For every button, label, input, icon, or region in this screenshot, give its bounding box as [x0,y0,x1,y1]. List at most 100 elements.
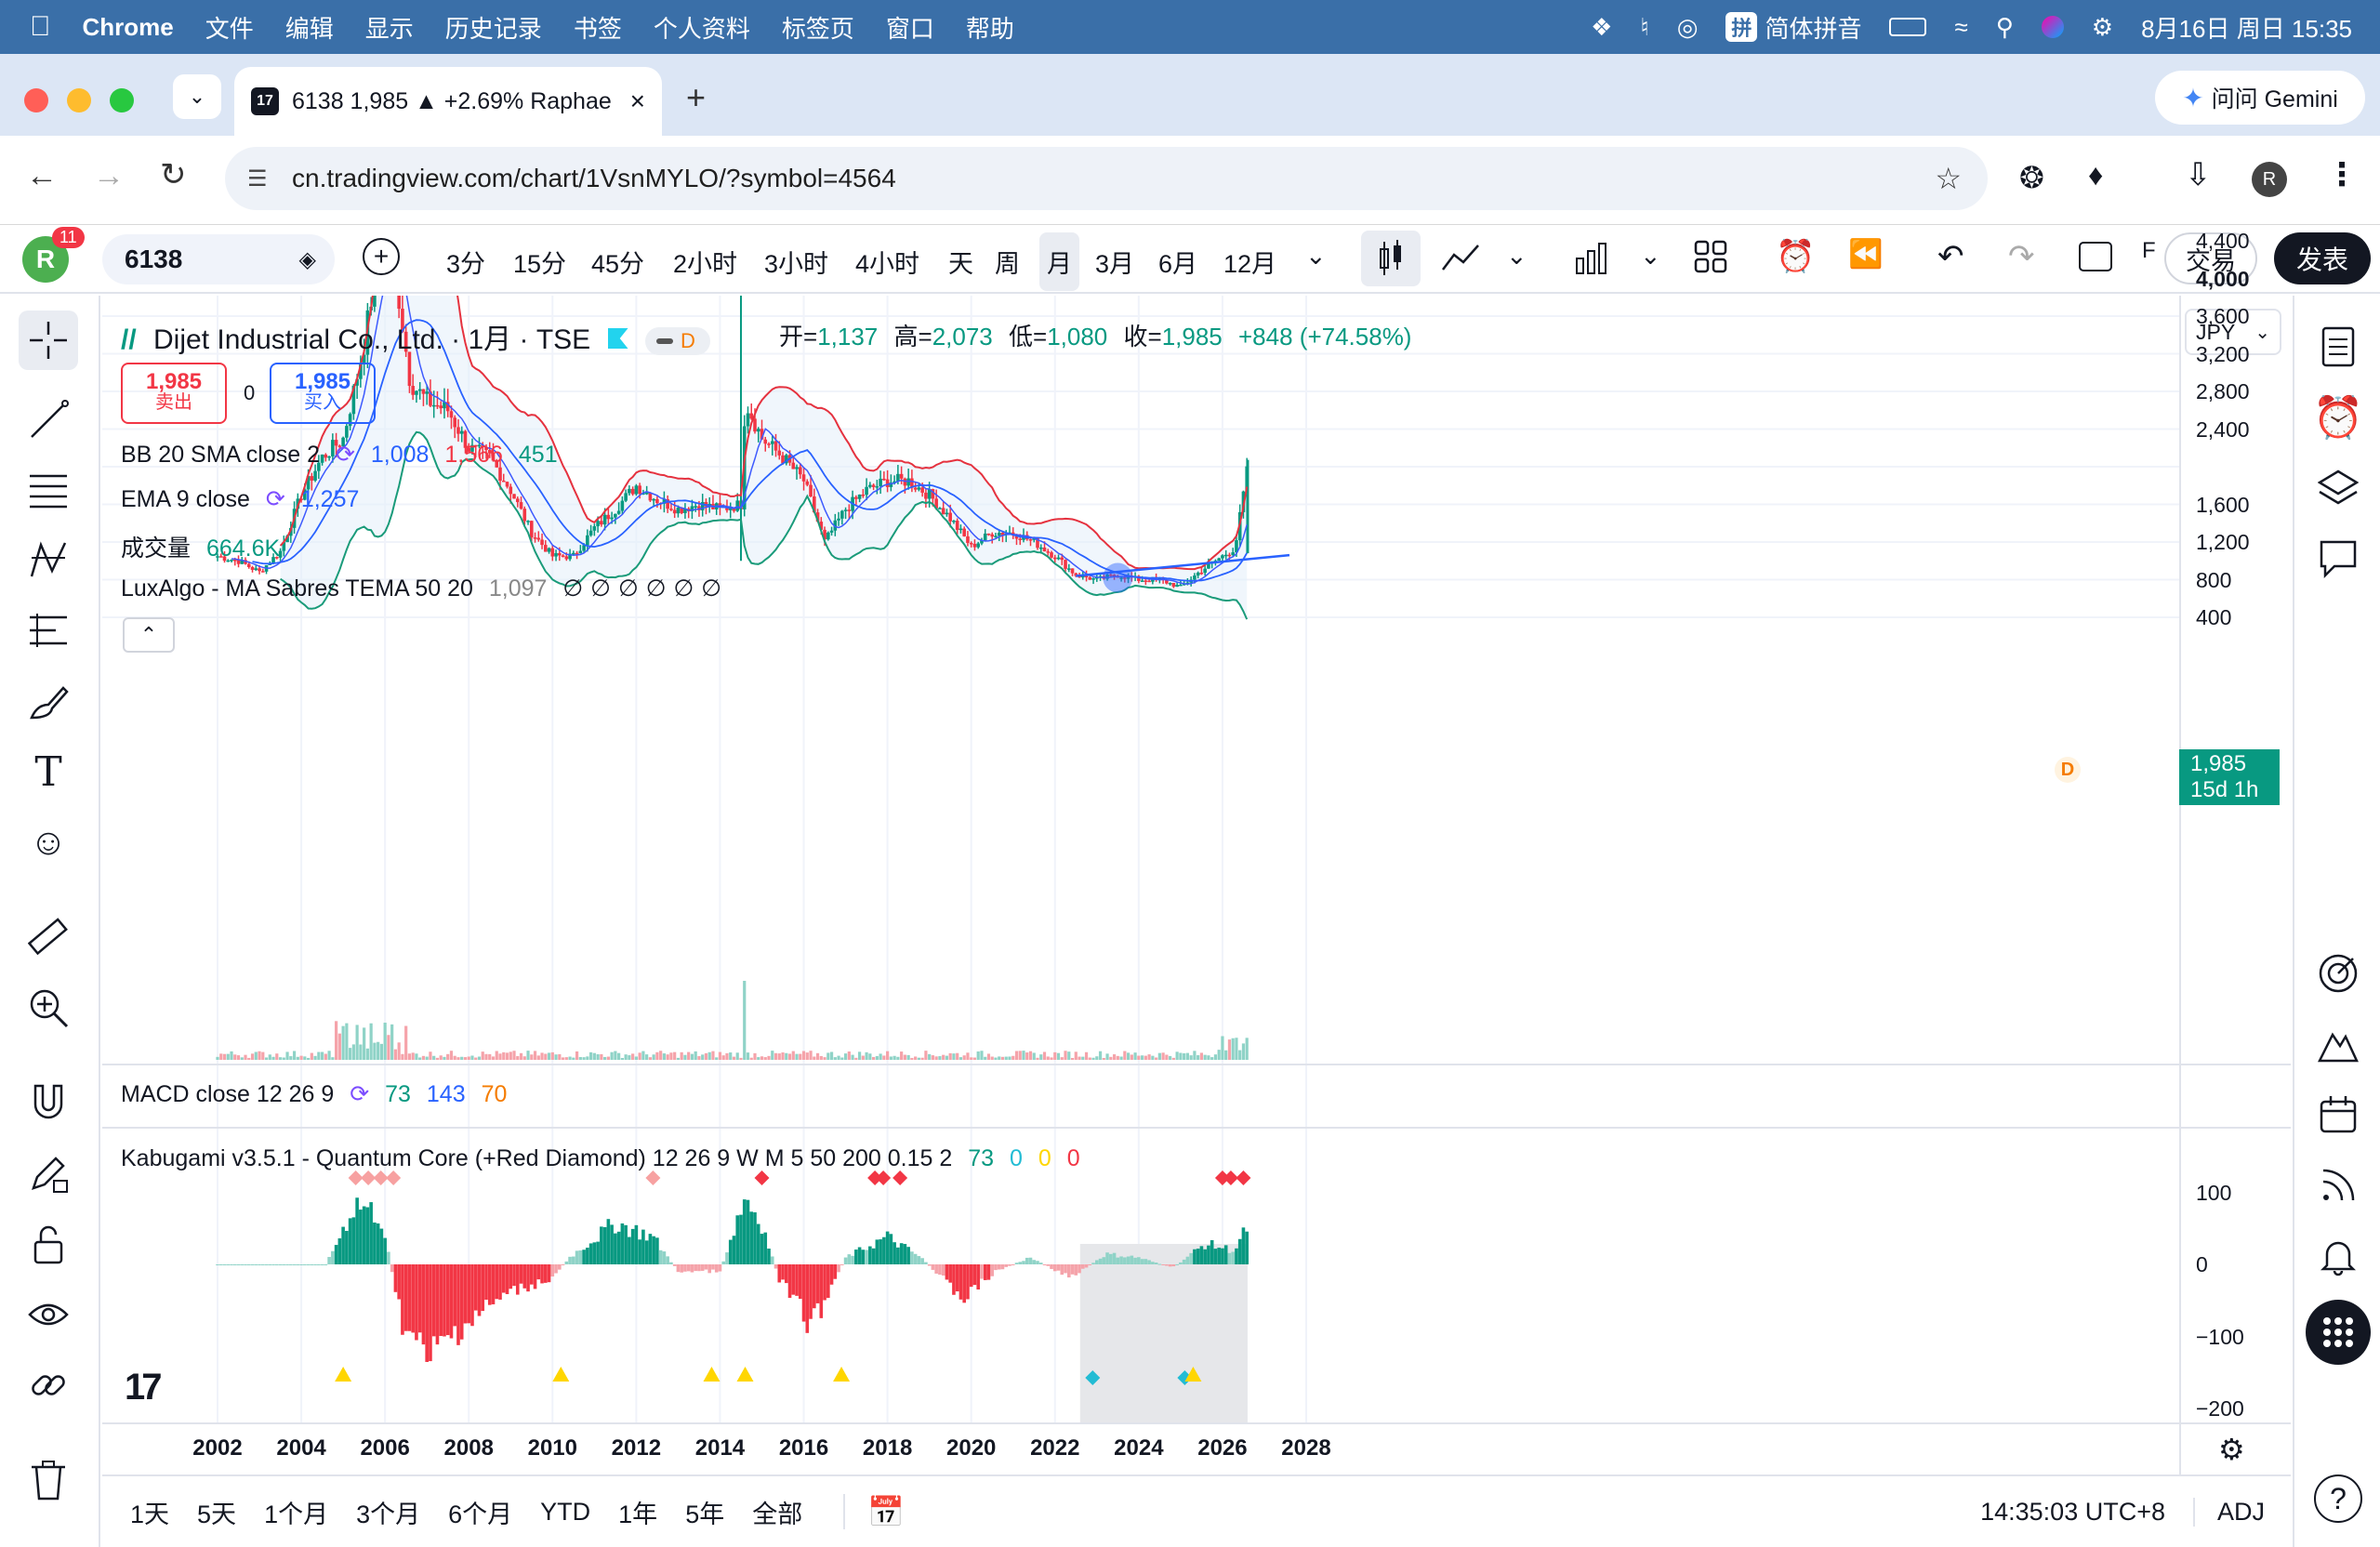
macd-legend[interactable]: MACD close 12 26 9 ⟳ 73 143 70 [121,1080,516,1108]
chart-settings-icon[interactable]: ⚙ [2218,1433,2245,1466]
truncated-label[interactable]: F [2142,238,2156,263]
layout-grid-icon[interactable] [1694,240,1727,273]
help-button[interactable]: ? [2314,1474,2362,1523]
fullscreen-icon[interactable] [2079,242,2112,271]
text-tool[interactable]: T [22,746,74,798]
extensions-icon[interactable]: ♦ [2088,158,2104,192]
bluetooth-icon[interactable]: ♮ [1640,12,1649,41]
range-3m[interactable]: 3个月 [356,1500,421,1528]
bookmark-star-icon[interactable]: ☆ [1935,162,1962,195]
zoom-tool[interactable] [22,982,74,1034]
object-tree-button[interactable] [2311,461,2365,515]
notification-badge[interactable]: 11 [52,227,85,248]
site-info-icon[interactable]: ☰ [247,165,268,192]
range-ytd[interactable]: YTD [540,1497,591,1526]
trade-button[interactable]: 交易 [2164,232,2257,284]
range-5d[interactable]: 5天 [197,1500,237,1528]
menu-help[interactable]: 帮助 [945,14,1014,43]
ideas-button[interactable] [2311,1017,2365,1071]
dropbox-icon[interactable]: ❖ [1591,12,1613,41]
forecast-tool[interactable] [22,604,74,656]
interval-day[interactable]: 天 [948,250,973,278]
tab-close-icon[interactable]: × [629,86,645,115]
omnibox[interactable]: ☰ cn.tradingview.com/chart/1VsnMYLO/?sym… [225,147,1988,210]
download-icon[interactable]: ⇩ [2185,157,2212,192]
redo-icon[interactable]: ↷ [2008,239,2035,274]
range-all[interactable]: 全部 [752,1500,803,1528]
range-1m[interactable]: 1个月 [264,1500,329,1528]
visibility-tool[interactable] [22,1289,74,1341]
interval-4h[interactable]: 4小时 [855,250,920,278]
tradingview-logo-icon[interactable]: 17 [125,1367,162,1408]
delete-tool[interactable] [22,1454,74,1506]
buy-button[interactable]: 1,985 买入 [270,363,376,424]
wifi-icon[interactable]: ≈ [1954,12,1968,41]
profile-avatar[interactable]: R [2252,162,2287,197]
lock-tool[interactable] [22,1218,74,1270]
window-zoom-button[interactable] [110,88,134,112]
spotlight-icon[interactable]: ⚲ [1995,12,2014,41]
eye-toggle[interactable]: D [644,327,710,356]
forward-button[interactable]: → [93,158,125,193]
symbol-search[interactable]: 6138 ◈ [102,234,335,284]
indicator-luxalgo[interactable]: LuxAlgo - MA Sabres TEMA 50 20 1,097 ∅ ∅ ∅… [121,575,731,602]
indicators-line-icon[interactable] [1441,242,1482,273]
indicator-volume[interactable]: 成交量 664.6K [121,530,289,563]
compare-add-button[interactable]: + [363,238,400,275]
ema-sync-icon[interactable]: ⟳ [265,486,285,512]
reload-button[interactable]: ↻ [160,157,187,192]
pattern-tool[interactable] [22,534,74,586]
siri-icon[interactable] [2041,16,2064,38]
publish-button[interactable]: 发表 [2274,232,2371,284]
interval-dropdown-chevron-icon[interactable]: ⌄ [1305,242,1327,270]
measure-tool[interactable] [22,911,74,963]
airdrop-icon[interactable]: ◎ [1676,12,1699,41]
fib-tool[interactable] [22,465,74,517]
indicators-chevron-icon[interactable]: ⌄ [1506,242,1527,270]
battery-icon[interactable] [1889,18,1927,36]
range-1d[interactable]: 1天 [130,1500,170,1528]
indicator-ema[interactable]: EMA 9 close ⟳ 1,257 [121,485,368,513]
menu-history[interactable]: 历史记录 [424,14,542,43]
diamond-icon[interactable]: ◈ [298,246,316,272]
apps-button[interactable] [2306,1300,2371,1365]
menu-view[interactable]: 显示 [344,14,414,43]
sell-button[interactable]: 1,985 卖出 [121,363,227,424]
range-5y[interactable]: 5年 [685,1500,725,1528]
price-chart[interactable] [102,296,2291,1474]
chrome-menu-icon[interactable]: ⋮ [2326,157,2358,192]
control-center-icon[interactable]: ⚙ [2091,12,2114,41]
symbol-legend[interactable]: // Dijet Industrial Co., Ltd. · 1月 · TSE… [121,316,720,357]
range-6m[interactable]: 6个月 [448,1500,513,1528]
calendar-button[interactable] [2311,1088,2365,1142]
menu-edit[interactable]: 编辑 [264,14,334,43]
interval-week[interactable]: 周 [995,250,1020,278]
undo-icon[interactable]: ↶ [1937,239,1964,274]
utc-clock[interactable]: 14:35:03 UTC+8 [1980,1497,2165,1526]
interval-12month[interactable]: 12月 [1223,250,1277,278]
adj-toggle[interactable]: ADJ [2192,1497,2265,1527]
menu-file[interactable]: 文件 [184,14,254,43]
dividend-marker[interactable]: D [2055,757,2081,783]
menu-window[interactable]: 窗口 [865,14,934,43]
link-tool[interactable] [22,1359,74,1411]
interval-2h[interactable]: 2小时 [673,250,738,278]
browser-tab-active[interactable]: 17 6138 1,985 ▲ +2.69% Raphae × [234,67,662,136]
pane-separator-macd[interactable] [102,1064,2291,1065]
menu-tabs[interactable]: 标签页 [760,14,854,43]
back-button[interactable]: ← [26,158,58,193]
replay-icon[interactable]: ⏪ [1848,239,1884,270]
interval-45m[interactable]: 45分 [591,250,645,278]
window-close-button[interactable] [24,88,48,112]
screener-button[interactable] [2311,946,2365,1000]
interval-6month[interactable]: 6月 [1158,250,1198,278]
tab-search-button[interactable]: ⌄ [173,74,221,119]
watchlist-button[interactable] [2311,320,2365,374]
candle-type-button[interactable] [1361,231,1421,286]
magnet-tool[interactable] [22,1077,74,1129]
menu-bookmarks[interactable]: 书签 [552,14,622,43]
window-minimize-button[interactable] [67,88,91,112]
goto-date-icon[interactable]: 📅 [843,1494,905,1529]
alert-add-icon[interactable]: ⏰ [1776,239,1816,274]
brush-tool[interactable] [22,675,74,727]
